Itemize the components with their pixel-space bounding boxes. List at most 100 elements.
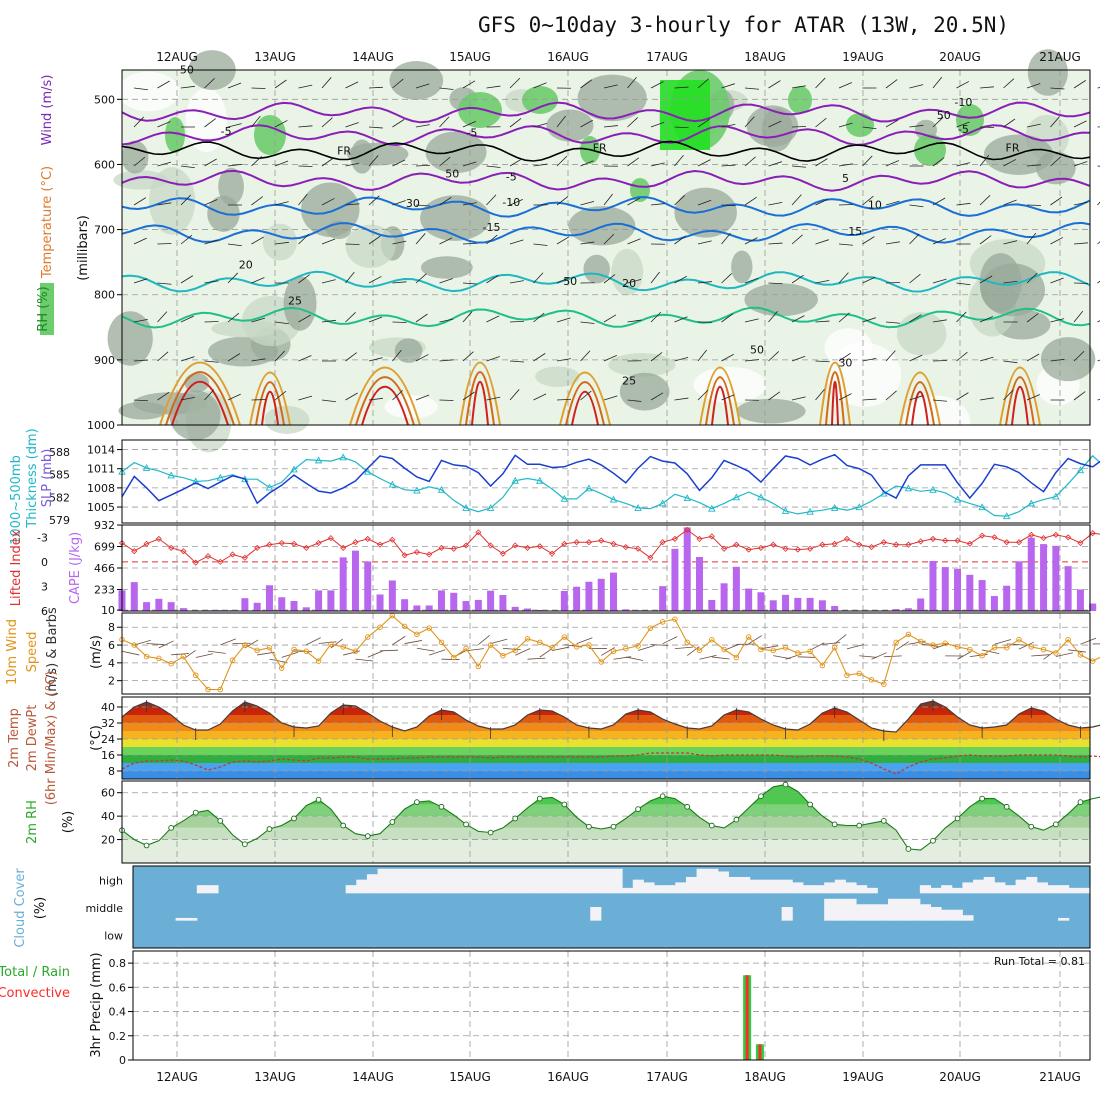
wind-barb <box>509 280 524 284</box>
high-cloud-clear <box>494 868 506 894</box>
wind-speed-line <box>121 614 1100 691</box>
wind-barb <box>721 273 733 284</box>
cape-bar <box>954 568 962 611</box>
convective-legend: Convective <box>0 986 70 1001</box>
wind-barb <box>862 126 877 130</box>
wind-barb <box>486 165 501 168</box>
wind-barb <box>768 201 783 206</box>
slp-tick-label: 1005 <box>87 501 115 514</box>
lifted-index-point <box>1040 535 1047 542</box>
surface-wind-barb <box>207 650 226 654</box>
hot-contour <box>165 371 235 426</box>
lifted-index-point <box>401 552 408 559</box>
wind-barb <box>1073 391 1086 401</box>
surface-wind-barb <box>895 641 910 651</box>
cape-bar <box>573 586 581 611</box>
wind-barb <box>345 81 359 89</box>
wind-barb <box>862 236 875 245</box>
surface-wind-barb <box>674 646 693 649</box>
cape-bar <box>327 590 335 611</box>
rh-region <box>425 131 487 174</box>
wind-speed-point <box>856 670 863 677</box>
mid-cloud-clear <box>866 904 878 921</box>
wind-barb <box>650 392 664 401</box>
wind-speed-point <box>1016 636 1022 643</box>
thickness-point <box>142 463 151 471</box>
thickness-point <box>265 483 274 491</box>
wind-barb <box>697 159 711 167</box>
li-tick-label: 3 <box>41 580 48 593</box>
surface-wind-barb <box>343 650 361 656</box>
wind-speed-point <box>905 631 912 638</box>
wind-barb <box>744 359 759 362</box>
wind-barb <box>274 160 289 167</box>
wind-barb <box>439 197 452 206</box>
slp-tick-label: 1008 <box>87 482 115 495</box>
lifted-index-point <box>819 541 826 548</box>
surface-wind-barb <box>478 635 490 645</box>
thickness-point <box>978 503 986 511</box>
hot-contour <box>465 371 495 426</box>
rh-point <box>831 821 838 828</box>
wind-barb <box>956 81 970 89</box>
wind-barb <box>204 239 219 245</box>
run-total-annotation: Run Total = 0.81 <box>994 955 1085 968</box>
surface-wind-barb <box>957 651 972 660</box>
wind-speed-point <box>930 642 936 648</box>
wind-barb <box>603 233 615 245</box>
wind-barb <box>909 124 924 128</box>
date-label-top: 18AUG <box>744 50 786 64</box>
wind-barb <box>721 233 731 245</box>
wind-barb <box>392 321 407 323</box>
wind-barb <box>650 121 665 128</box>
rh-region <box>350 139 374 174</box>
high-cloud-clear <box>483 868 496 894</box>
thickness-point <box>781 506 790 514</box>
contour-label: -5 <box>466 126 477 139</box>
temperature-band <box>122 715 1090 723</box>
rh-point <box>1077 799 1084 805</box>
wind-barb <box>768 282 783 285</box>
wind-speed-point <box>881 681 887 687</box>
surface-wind-barb <box>1031 654 1050 657</box>
thickness-point <box>1076 466 1085 474</box>
wind-barb <box>791 165 806 168</box>
high-cloud-clear <box>345 885 357 894</box>
wind-barb <box>909 354 923 362</box>
wind-barb <box>932 157 945 167</box>
wind-barb <box>345 203 360 206</box>
wind-barb <box>227 123 242 128</box>
surface-wind-barb <box>871 652 887 660</box>
slp-frame <box>121 439 1091 524</box>
wind-barb <box>603 274 616 284</box>
wind-barb <box>744 318 759 323</box>
thickness-point <box>290 465 298 473</box>
wind-barb <box>274 241 289 245</box>
lifted-index-point <box>905 541 912 548</box>
wind-barb <box>204 118 216 128</box>
rh-region <box>262 223 297 261</box>
wind-barb <box>674 397 689 401</box>
wind-barb <box>227 243 242 247</box>
lifted-index-point <box>450 545 457 552</box>
cape-bar <box>523 608 531 611</box>
cape-bar <box>720 583 728 611</box>
wind-speed-point <box>573 644 580 650</box>
wind-barb <box>885 241 900 245</box>
cape-bar <box>622 609 630 611</box>
wind-speed-point <box>426 625 432 631</box>
wind-barb <box>815 389 825 401</box>
wind-speed-point <box>377 624 383 630</box>
rh-region <box>1035 151 1076 185</box>
hot-contour <box>249 371 291 426</box>
wind-barb <box>838 122 853 128</box>
hot-contour <box>825 371 845 426</box>
mid-cloud-clear <box>175 917 187 921</box>
cape-bar <box>560 590 568 611</box>
rh-point <box>242 841 248 848</box>
cape-bar <box>818 600 826 611</box>
wind-barb <box>1003 389 1014 401</box>
temperature-contour <box>121 101 1091 124</box>
wind-barb <box>251 236 264 245</box>
cape-bar <box>290 601 298 611</box>
